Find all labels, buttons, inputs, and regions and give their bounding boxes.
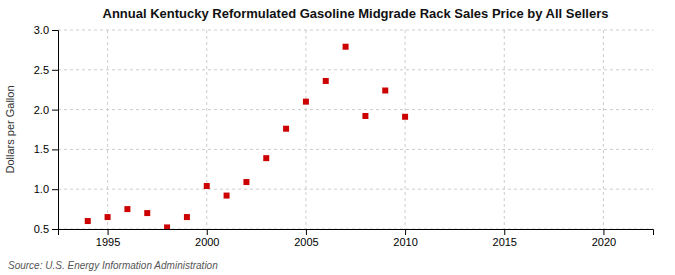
x-grid-line (107, 30, 108, 229)
point (184, 214, 190, 220)
y-grid-line (58, 30, 653, 31)
point (263, 155, 269, 161)
point (204, 183, 210, 189)
x-axis-tick-mark (504, 229, 505, 235)
point (243, 179, 249, 185)
y-axis-tick-mark (52, 70, 58, 71)
x-axis-tick: 2000 (195, 229, 219, 248)
x-grid-line (504, 30, 505, 229)
x-axis-tick-label: 2000 (195, 236, 219, 248)
title: Annual Kentucky Reformulated Gasoline Mi… (103, 6, 609, 21)
x-axis-tick-label: 2005 (294, 236, 318, 248)
y-axis-tick-mark (52, 189, 58, 190)
y-axis-tick: 0.5 (34, 223, 58, 235)
point (402, 114, 408, 120)
y-axis-tick-label: 3.0 (34, 24, 49, 36)
y-axis-line (52, 31, 59, 230)
y-axis-tick-label: 0.5 (34, 223, 49, 235)
y-axis-tick-mark (52, 149, 58, 150)
x-axis-tick-mark (207, 229, 208, 235)
x-axis-tick-label: 2010 (393, 236, 417, 248)
x-axis-tick-label: 2020 (592, 236, 616, 248)
x-axis-tick: 2015 (493, 229, 517, 248)
y-axis-tick: 1.0 (34, 183, 58, 195)
y-grid-line (58, 69, 653, 70)
y-axis-tick: 2.0 (34, 104, 58, 116)
y-axis-title: Dollars per Gallon (4, 85, 16, 173)
y-axis: 0.5 1.0 1.5 2.0 2.5 3.0 (34, 24, 59, 235)
x-axis-tick-mark (306, 229, 307, 235)
x-grid-line (305, 30, 306, 229)
y-axis-tick: 2.5 (34, 64, 58, 76)
x-axis-tick-mark (405, 229, 406, 235)
source-note: Source: U.S. Energy Information Administ… (8, 260, 218, 271)
chart: 1995 2000 2005 2010 2015 2020 0.5 1.0 1.5 2.0 2.5 3… (0, 0, 675, 275)
x-axis-tick-label: 1995 (96, 236, 120, 248)
point (382, 87, 388, 93)
point (283, 126, 289, 132)
y-axis-tick-mark (52, 229, 58, 230)
y-axis-tick-mark (52, 110, 58, 111)
x-axis-tick: 1995 (96, 229, 120, 248)
y-axis-tick-label: 2.0 (34, 104, 49, 116)
x-grid-line (603, 30, 604, 229)
y-axis-tick-mark (52, 30, 58, 31)
point (105, 214, 111, 220)
x-axis-tick: 2020 (592, 229, 616, 248)
x-axis-tick-mark (603, 229, 604, 235)
grid (58, 30, 653, 229)
point (362, 113, 368, 119)
point (303, 99, 309, 105)
y-axis-tick-label: 2.5 (34, 64, 49, 76)
point (224, 193, 230, 199)
y-axis-tick-label: 1.0 (34, 183, 49, 195)
x-axis-tick-label: 2015 (493, 236, 517, 248)
points (85, 44, 408, 229)
x-axis-tick: 2005 (294, 229, 318, 248)
y-grid-line (58, 189, 653, 190)
x-axis: 1995 2000 2005 2010 2015 2020 (59, 229, 654, 248)
point (85, 218, 91, 224)
y-grid-line (58, 109, 653, 110)
plot-area: 1995 2000 2005 2010 2015 2020 0.5 1.0 1.5 2.0 2.5 3… (34, 24, 654, 248)
y-axis-tick-label: 1.5 (34, 143, 49, 155)
x-axis-tick-mark (108, 229, 109, 235)
y-grid-line (58, 149, 653, 150)
x-axis-tick: 2010 (393, 229, 417, 248)
y-axis-tick: 1.5 (34, 143, 58, 155)
point (164, 224, 170, 229)
y-axis-tick: 3.0 (34, 24, 58, 36)
point (343, 44, 349, 50)
x-grid-line (206, 30, 207, 229)
point (323, 78, 329, 84)
point (144, 210, 150, 216)
x-grid-line (405, 30, 406, 229)
x-axis-line (59, 230, 654, 236)
point (124, 206, 130, 212)
